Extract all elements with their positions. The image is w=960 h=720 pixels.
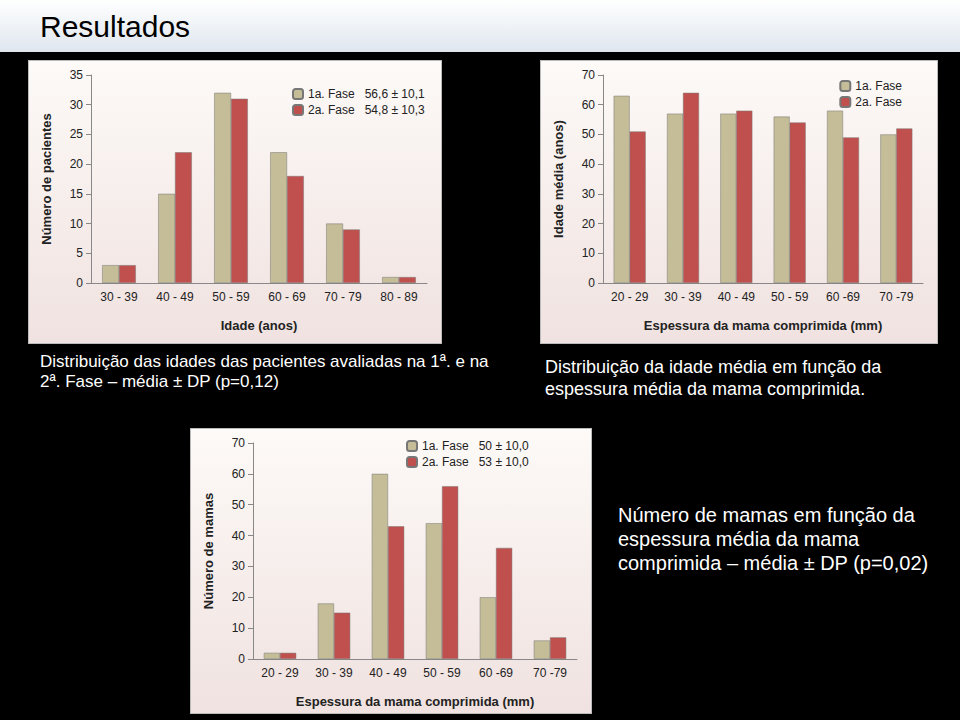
svg-text:50: 50 [232, 498, 246, 512]
svg-text:20: 20 [582, 217, 596, 231]
svg-text:40 - 49: 40 - 49 [369, 666, 407, 680]
svg-text:40: 40 [582, 157, 596, 171]
svg-text:70 -79: 70 -79 [879, 290, 913, 304]
svg-text:Idade média (anos): Idade média (anos) [551, 120, 566, 238]
svg-text:70: 70 [232, 436, 246, 450]
svg-text:20 - 29: 20 - 29 [261, 666, 299, 680]
svg-text:50 - 59: 50 - 59 [771, 290, 809, 304]
svg-text:30: 30 [232, 559, 246, 573]
svg-text:Idade (anos): Idade (anos) [221, 318, 298, 333]
svg-text:10: 10 [70, 217, 84, 231]
svg-text:2a. Fase 53 ± 10,0: 2a. Fase 53 ± 10,0 [422, 455, 529, 469]
svg-text:50: 50 [582, 127, 596, 141]
svg-text:80 - 89: 80 - 89 [380, 290, 418, 304]
svg-text:60: 60 [582, 98, 596, 112]
svg-text:10: 10 [232, 621, 246, 635]
svg-text:30 - 39: 30 - 39 [664, 290, 702, 304]
svg-text:50 - 59: 50 - 59 [423, 666, 461, 680]
svg-text:60 - 69: 60 - 69 [268, 290, 306, 304]
svg-text:0: 0 [76, 276, 83, 290]
svg-text:40 - 49: 40 - 49 [156, 290, 194, 304]
svg-text:60 -69: 60 -69 [479, 666, 513, 680]
svg-text:Número de mamas: Número de mamas [201, 493, 216, 609]
svg-text:20 - 29: 20 - 29 [611, 290, 649, 304]
svg-text:1a. Fase: 1a. Fase [855, 79, 902, 93]
svg-text:1a. Fase 56,6 ± 10,1: 1a. Fase 56,6 ± 10,1 [308, 87, 425, 101]
svg-text:2a. Fase 54,8 ± 10,3: 2a. Fase 54,8 ± 10,3 [308, 103, 425, 117]
html-text:Distribuição das idades das pa: Distribuição das idades das pacientes av… [40, 352, 489, 392]
svg-text:Número de pacientes: Número de pacientes [39, 113, 54, 245]
svg-text:Espessura da mama comprimida (: Espessura da mama comprimida (mm) [296, 694, 534, 709]
svg-text:30 - 39: 30 - 39 [315, 666, 353, 680]
svg-text:70: 70 [582, 68, 596, 82]
html-text:Distribuição da idade média em: Distribuição da idade média em função da… [545, 357, 882, 399]
html-text:Resultados: Resultados [40, 10, 191, 43]
svg-text:40 - 49: 40 - 49 [718, 290, 756, 304]
svg-text:Espessura da mama comprimida (: Espessura da mama comprimida (mm) [644, 318, 882, 333]
svg-text:40: 40 [232, 529, 246, 543]
svg-text:1a. Fase 50 ± 10,0: 1a. Fase 50 ± 10,0 [422, 439, 529, 453]
svg-text:60: 60 [232, 467, 246, 481]
svg-text:20: 20 [70, 157, 84, 171]
svg-text:50 - 59: 50 - 59 [212, 290, 250, 304]
svg-text:35: 35 [70, 68, 84, 82]
svg-text:60 -69: 60 -69 [826, 290, 860, 304]
svg-text:5: 5 [76, 246, 83, 260]
svg-text:30 - 39: 30 - 39 [100, 290, 138, 304]
svg-text:30: 30 [70, 98, 84, 112]
svg-text:0: 0 [588, 276, 595, 290]
svg-text:70 - 79: 70 - 79 [324, 290, 362, 304]
svg-text:20: 20 [232, 590, 246, 604]
svg-text:30: 30 [582, 187, 596, 201]
svg-text:25: 25 [70, 127, 84, 141]
html-text:Número de mamas em função da e: Número de mamas em função da espessura m… [618, 504, 929, 574]
svg-text:70 -79: 70 -79 [533, 666, 567, 680]
svg-text:15: 15 [70, 187, 84, 201]
svg-text:10: 10 [582, 246, 596, 260]
svg-text:2a. Fase: 2a. Fase [855, 95, 902, 109]
svg-text:0: 0 [238, 652, 245, 666]
